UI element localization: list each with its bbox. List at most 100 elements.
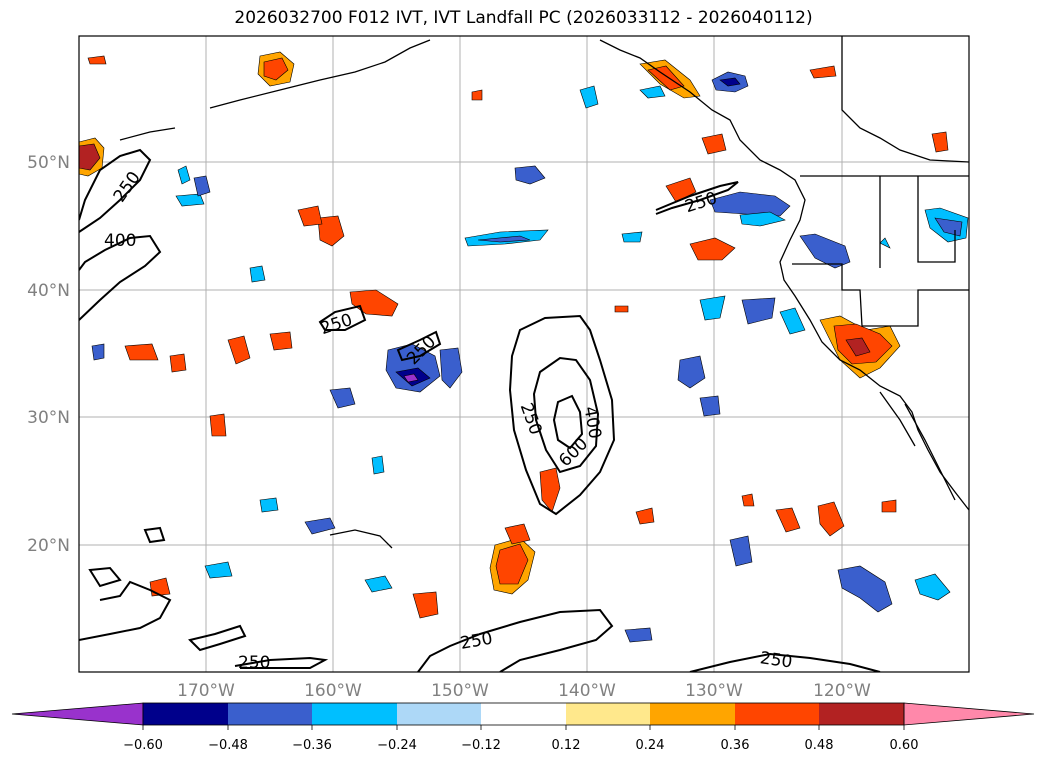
colorbar-segment (650, 703, 735, 725)
contour-line (79, 148, 152, 233)
pos-patch (817, 501, 845, 537)
neg-patch (403, 373, 419, 383)
lon-label-170w: 170°W (177, 681, 235, 701)
colorbar-tick-label: 0.48 (805, 738, 834, 753)
pos-patch (614, 305, 629, 313)
contour-label: 250 (238, 653, 270, 673)
neg-patch (329, 387, 356, 409)
colorbar-tick-label: −0.24 (377, 738, 417, 753)
contour-line (79, 234, 162, 321)
neg-patch (624, 627, 653, 643)
contour-line (396, 330, 442, 362)
pos-patch (775, 507, 801, 533)
pos-patch (635, 507, 655, 525)
neg-patch (621, 231, 643, 243)
pos-patch (845, 337, 871, 357)
lon-label-160w: 160°W (304, 681, 362, 701)
colorbar: −0.60 −0.48 −0.36 −0.24 −0.12 0.12 0.24 … (11, 702, 1035, 753)
pos-patch (124, 343, 159, 361)
positive-ivt-patches (79, 51, 949, 619)
lat-label-30n: 30°N (27, 408, 70, 428)
lon-label-150w: 150°W (431, 681, 489, 701)
neg-patch (579, 85, 599, 109)
pos-patch (809, 65, 837, 79)
neg-patch (741, 297, 776, 325)
neg-patch (699, 395, 721, 417)
colorbar-tick-label: −0.48 (208, 738, 248, 753)
neg-patch (371, 455, 385, 475)
lon-label-130w: 130°W (685, 681, 743, 701)
neg-patch (799, 233, 851, 269)
pos-patch (881, 499, 897, 513)
pos-patch (263, 57, 289, 81)
pos-patch (504, 523, 531, 545)
colorbar-frame (142, 702, 905, 726)
contour-label: 400 (104, 231, 136, 251)
pos-patch (297, 205, 323, 227)
neg-patch (439, 347, 463, 389)
neg-patch (699, 295, 726, 321)
neg-patch (709, 191, 791, 217)
ivt-contours (79, 148, 881, 672)
neg-patch (204, 561, 233, 579)
pos-patch (412, 591, 439, 619)
colorbar-tick-label: −0.60 (123, 738, 163, 753)
contour-line (318, 304, 367, 331)
contour-line (508, 314, 616, 516)
colorbar-segment (481, 703, 566, 725)
neg-patch (193, 175, 211, 197)
pos-patch (689, 237, 736, 261)
map-border (78, 35, 970, 673)
neg-patch (514, 165, 546, 185)
colorbar-segment (566, 703, 650, 725)
pos-patch (471, 89, 483, 101)
neg-patch (177, 165, 191, 185)
colorbar-tick-label: −0.12 (461, 738, 501, 753)
neg-patch (779, 307, 806, 335)
pos-patch (495, 543, 529, 585)
pos-patch (931, 131, 949, 153)
neg-patch (259, 497, 279, 513)
contour-line (234, 656, 329, 669)
neg-patch (477, 235, 531, 243)
pos-patch (79, 143, 101, 171)
contour-line (417, 608, 614, 672)
colorbar-segment (228, 703, 312, 725)
neg-patch (729, 535, 753, 567)
pos-patch (227, 335, 251, 365)
neg-patch (879, 237, 891, 249)
contour-line (689, 652, 881, 672)
contour-line (655, 181, 739, 215)
contour-line (532, 356, 600, 474)
colorbar-extend-low (11, 702, 144, 726)
contour-label: 250 (759, 648, 794, 672)
contour-line (88, 566, 122, 588)
pos-patch (87, 55, 107, 65)
lat-label-20n: 20°N (27, 536, 70, 556)
colorbar-tick-label: 0.12 (552, 738, 581, 753)
lon-label-140w: 140°W (558, 681, 616, 701)
neg-patch (304, 517, 336, 535)
lat-label-50n: 50°N (27, 153, 70, 173)
pos-patch (701, 133, 727, 155)
longitude-labels: 170°W 160°W 150°W 140°W 130°W 120°W (177, 681, 871, 701)
neg-patch (91, 343, 105, 361)
contour-line (552, 394, 584, 450)
pos-patch (665, 177, 697, 203)
pos-patch (317, 215, 345, 247)
neg-patch (719, 77, 741, 87)
neg-patch (677, 355, 706, 389)
neg-patch (249, 265, 266, 283)
neg-patch (914, 573, 951, 601)
colorbar-tick-label: −0.36 (292, 738, 332, 753)
colorbar-segment (312, 703, 397, 725)
pos-patch (169, 353, 187, 373)
neg-patch (739, 211, 786, 227)
pos-patch (647, 65, 685, 91)
colorbar-ticks (142, 725, 905, 730)
neg-patch (837, 565, 893, 613)
colorbar-segment (397, 703, 481, 725)
pos-patch (539, 467, 561, 513)
colorbar-segment (735, 703, 819, 725)
